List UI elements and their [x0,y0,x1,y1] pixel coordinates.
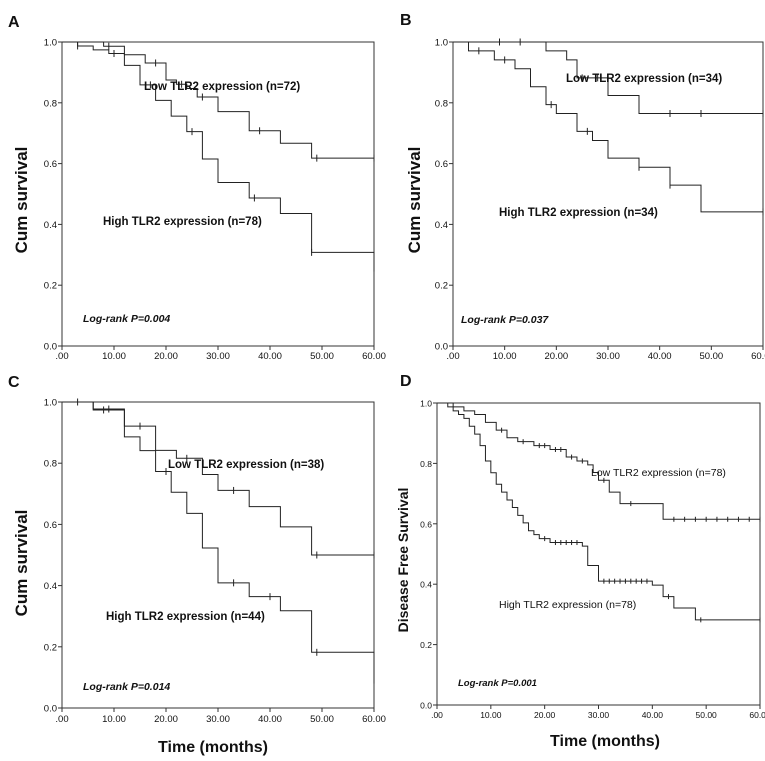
panel-c-series-low-label: Low TLR2 expression (n=38) [168,459,324,471]
panel-c-log-rank-annotation: Log-rank P=0.014 [83,681,170,693]
panel-c-y-axis-label: Cum survival [12,510,31,617]
panel-b-y-tick-label: 0.2 [435,281,448,292]
panel-b-y-tick-label: 0.4 [435,220,448,231]
panel-a-log-rank-annotation: Log-rank P=0.004 [83,313,170,325]
panel-d-y-tick-label: 0.0 [420,701,432,711]
panel-b-x-tick-label: 60.00 [751,351,765,362]
panel-c-label: C [8,374,20,391]
panel-a-x-tick-label: 50.00 [310,351,334,362]
panel-a-y-tick-label: 0.0 [44,342,57,353]
panel-b-x-tick-label: 20.00 [544,351,568,362]
panel-b-log-rank-annotation: Log-rank P=0.037 [461,314,549,326]
panel-d-series-high-label: High TLR2 expression (n=78) [499,599,636,611]
panel-d-x-tick-label: 20.00 [534,710,556,720]
panel-a: A Cum survival .00 10.00 20.00 30.00 40.00 50… [8,14,386,362]
panel-d-y-tick-label: 0.2 [420,640,432,650]
panel-d-low-survival-curve [437,402,760,520]
panel-c-y-tick-label: 0.8 [44,459,57,470]
panel-a-x-tick-label: 30.00 [206,351,230,362]
panel-b-y-axis-label: Cum survival [405,147,424,254]
panel-a-series-low-label: Low TLR2 expression (n=72) [144,81,300,93]
panel-a-x-tick-label: 20.00 [154,351,178,362]
panel-a-y-axis-label: Cum survival [12,147,31,254]
panel-b-y-tick-label: 0.8 [435,98,448,109]
panel-c-series-high-label: High TLR2 expression (n=44) [106,611,265,623]
panel-d-label: D [400,373,412,390]
panel-d-y-tick-label: 0.4 [420,580,432,590]
panel-d: D Disease Free Survival Time (months) .0… [395,373,765,750]
panel-a-y-tick-label: 0.6 [44,159,57,170]
panel-b-low-survival-curve [453,41,763,114]
panel-d-high-survival-curve [437,402,760,621]
panel-a-x-tick-label: 40.00 [258,351,282,362]
panel-d-x-tick-label: 50.00 [696,710,718,720]
panel-c: C Cum survival Time (months) .00 10.00 20.… [8,374,386,756]
panel-c-y-tick-label: 1.0 [44,398,57,409]
panel-a-y-tick-label: 0.2 [44,281,57,292]
panel-b-series [453,38,764,216]
panel-a-axis-ticks: .00 10.00 20.00 30.00 40.00 50.00 60.00 0.0 0.2 0… [44,38,386,363]
panel-d-x-tick-label: .00 [431,710,443,720]
panel-d-x-tick-label: 10.00 [480,710,502,720]
panel-b-y-tick-label: 0.0 [435,342,448,353]
panel-d-series-low-label: Low TLR2 expression (n=78) [591,467,726,479]
panel-d-y-tick-label: 0.8 [420,459,432,469]
panel-d-x-tick-label: 40.00 [642,710,664,720]
panel-b-high-survival-curve [453,41,763,213]
panel-c-y-tick-label: 0.6 [44,520,57,531]
panel-a-low-survival-curve [62,41,374,159]
panel-c-x-tick-label: 10.00 [102,714,126,725]
panel-b-series-low-label: Low TLR2 expression (n=34) [566,73,722,85]
panel-c-high-survival-curve [62,401,375,681]
panel-c-axis-ticks: .00 10.00 20.00 30.00 40.00 50.00 60.00 0.0 0.2 0… [44,398,386,726]
panel-d-y-tick-label: 1.0 [420,399,432,409]
panel-a-high-survival-curve [62,41,375,269]
panel-a-series-high-label: High TLR2 expression (n=78) [103,216,262,228]
panel-d-log-rank-annotation: Log-rank P=0.001 [458,678,537,689]
panel-b-x-tick-label: 30.00 [596,351,620,362]
panel-c-x-tick-label: 20.00 [154,714,178,725]
panel-d-y-axis-label: Disease Free Survival [395,488,411,633]
panel-c-x-tick-label: 60.00 [362,714,386,725]
panel-c-x-tick-label: 50.00 [310,714,334,725]
panel-b-axis-ticks: .00 10.00 20.00 30.00 40.00 50.00 60.00 0.0 0.2 0… [435,38,765,363]
panel-a-y-tick-label: 0.4 [44,220,57,231]
panel-b-y-tick-label: 0.6 [435,159,448,170]
panel-a-series [62,41,375,272]
panel-c-x-tick-label: 30.00 [206,714,230,725]
panel-b-x-tick-label: 40.00 [648,351,672,362]
panel-c-x-tick-label: .00 [55,714,68,725]
panel-c-y-tick-label: 0.2 [44,642,57,653]
panel-c-series [62,398,375,684]
panel-d-x-axis-label: Time (months) [550,733,660,750]
panel-d-axis-ticks: .00 10.00 20.00 30.00 40.00 50.00 60.00 0.0 0.2 0… [420,399,765,721]
panel-c-y-tick-label: 0.4 [44,581,57,592]
panel-a-label: A [8,14,20,31]
panel-d-x-tick-label: 30.00 [588,710,610,720]
panel-a-y-tick-label: 0.8 [44,98,57,109]
panel-c-x-axis-label: Time (months) [158,739,268,756]
panel-b: B Cum survival .00 10.00 20.00 30.00 40.00 50… [400,12,765,362]
panel-d-x-tick-label: 60.00 [749,710,765,720]
panel-c-x-tick-label: 40.00 [258,714,282,725]
panel-a-y-tick-label: 1.0 [44,38,57,49]
panel-c-low-survival-curve [62,401,374,556]
panel-b-label: B [400,12,412,29]
panel-a-x-tick-label: 10.00 [102,351,126,362]
panel-b-x-tick-label: .00 [446,351,459,362]
panel-b-x-tick-label: 50.00 [699,351,723,362]
panel-d-series [437,402,761,623]
panel-d-y-tick-label: 0.6 [420,519,432,529]
panel-b-y-tick-label: 1.0 [435,38,448,49]
panel-a-x-tick-label: .00 [55,351,68,362]
panel-a-x-tick-label: 60.00 [362,351,386,362]
panel-b-x-tick-label: 10.00 [493,351,517,362]
panel-c-y-tick-label: 0.0 [44,704,57,715]
panel-b-series-high-label: High TLR2 expression (n=34) [499,207,658,219]
